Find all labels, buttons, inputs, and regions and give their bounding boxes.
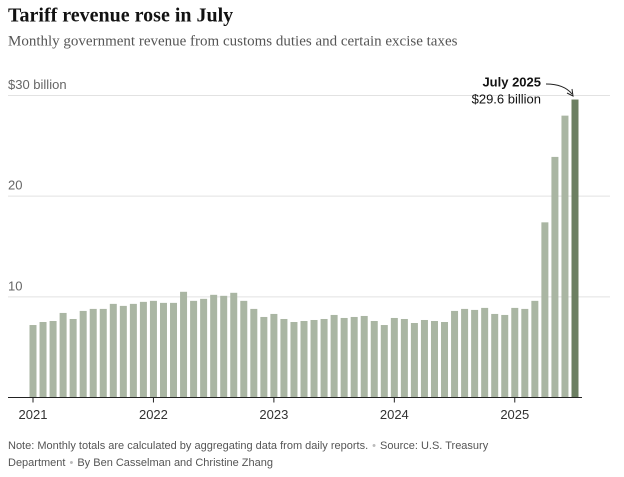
annotation-title: July 2025 <box>482 74 541 89</box>
bar <box>230 292 238 398</box>
note: Note: Monthly totals are calculated by a… <box>8 440 369 452</box>
bar <box>250 308 258 398</box>
bar <box>461 308 469 398</box>
y-tick-label: $30 billion <box>8 77 67 92</box>
bar <box>410 323 418 398</box>
y-tick-label: 10 <box>8 278 22 293</box>
bar <box>521 308 529 398</box>
bar <box>320 318 328 398</box>
bar <box>330 314 338 398</box>
bar <box>491 313 499 398</box>
x-tick-label: 2025 <box>500 407 529 422</box>
x-tick-label: 2023 <box>259 407 288 422</box>
annotation-arrowhead <box>566 88 574 97</box>
bar <box>280 318 288 398</box>
source: Source: U.S. Treasury Department <box>8 440 489 469</box>
bar <box>190 300 198 398</box>
bar <box>571 99 579 398</box>
bar <box>69 318 77 398</box>
grid: 10 20 $30 billion 2021 2022 2023 2024 2025 <box>8 77 610 422</box>
bar <box>270 313 278 398</box>
bar <box>451 310 459 398</box>
y-tick-label: 20 <box>8 178 22 193</box>
bar <box>511 307 519 398</box>
bar <box>400 318 408 398</box>
x-tick-label: 2021 <box>19 407 48 422</box>
bar <box>390 317 398 398</box>
bars <box>29 99 579 398</box>
x-tick-label: 2024 <box>380 407 409 422</box>
bar <box>39 322 47 398</box>
bar <box>119 305 127 398</box>
bar <box>471 309 479 398</box>
bar <box>59 312 67 398</box>
byline: By Ben Casselman and Christine Zhang <box>77 457 274 469</box>
bar <box>340 317 348 398</box>
bar <box>370 320 378 398</box>
chart-title: Tariff revenue rose in July <box>8 5 233 27</box>
separator: • <box>69 457 74 469</box>
bar <box>159 302 167 398</box>
bar <box>300 320 308 398</box>
chart: Tariff revenue rose in July Monthly gove… <box>8 5 610 422</box>
chart-subtitle: Monthly government revenue from customs … <box>8 33 458 49</box>
bar <box>350 316 358 398</box>
bar <box>441 322 449 398</box>
bar <box>380 325 388 398</box>
bar <box>79 310 87 398</box>
bar <box>49 320 57 398</box>
x-tick-label: 2022 <box>139 407 168 422</box>
annotation-arrow <box>545 83 573 95</box>
bar <box>129 303 137 398</box>
bar <box>290 322 298 398</box>
bar <box>481 307 489 398</box>
bar <box>89 308 97 398</box>
bar <box>360 315 368 398</box>
bar <box>200 298 208 398</box>
bar <box>29 325 37 398</box>
annotation-text: $29.6 billion <box>472 91 541 106</box>
bar <box>99 308 107 398</box>
bar <box>139 301 147 398</box>
bar <box>210 294 218 398</box>
bar <box>310 319 318 398</box>
bar <box>541 222 549 398</box>
bar <box>561 115 569 398</box>
footer: Note: Monthly totals are calculated by a… <box>8 438 528 472</box>
bar <box>180 291 188 398</box>
bar <box>170 302 178 398</box>
bar <box>149 300 157 398</box>
bar <box>240 300 248 398</box>
separator: • <box>372 440 376 452</box>
bar <box>420 319 428 398</box>
bar <box>501 314 509 398</box>
bar <box>531 300 539 398</box>
bar <box>109 303 117 398</box>
bar <box>430 320 438 398</box>
bar <box>220 295 228 398</box>
bar <box>260 316 268 398</box>
bar <box>551 156 559 398</box>
